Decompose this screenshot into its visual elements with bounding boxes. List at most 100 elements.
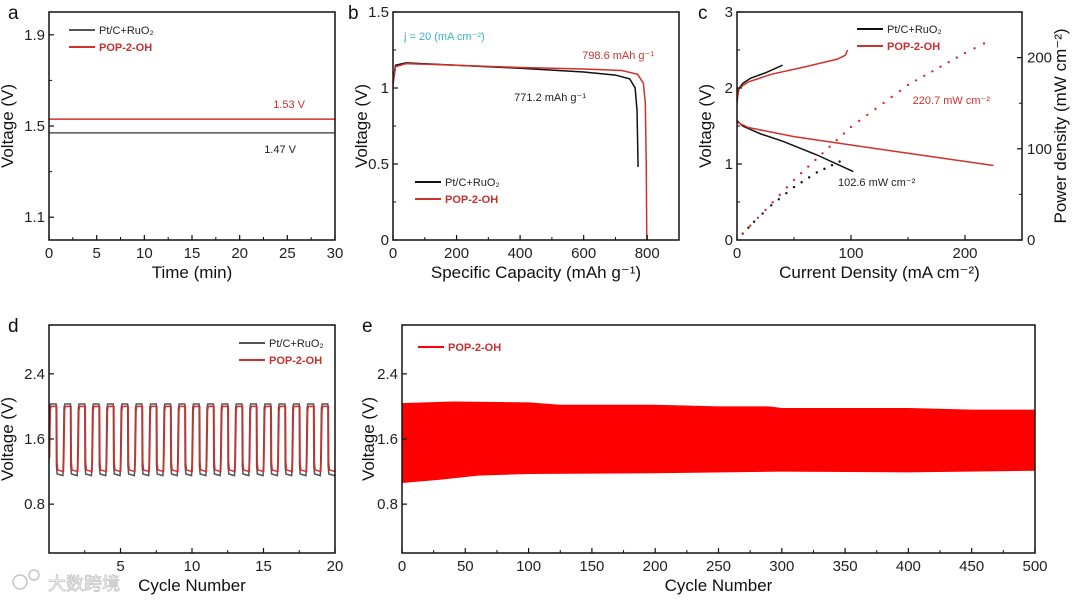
power-dot bbox=[955, 56, 959, 59]
power-dot bbox=[963, 51, 967, 55]
annotation: 220.7 mW cm⁻² bbox=[913, 95, 991, 107]
x-tick-label: 5 bbox=[116, 558, 124, 575]
x-tick-label: 15 bbox=[255, 558, 272, 575]
power-dot bbox=[882, 101, 885, 105]
y-axis-title: Voltage (V) bbox=[359, 397, 378, 481]
x-tick-label: 100 bbox=[516, 558, 541, 575]
plot-area bbox=[49, 118, 335, 134]
y-tick-label: 1.1 bbox=[24, 209, 45, 226]
power-dot bbox=[842, 132, 846, 135]
series-line-pop-2-oh bbox=[393, 62, 648, 240]
y-tick-label: 2 bbox=[725, 80, 733, 97]
y-tick-label: 2.4 bbox=[24, 366, 45, 383]
power-dot bbox=[931, 70, 934, 73]
legend-label: POP-2-OH bbox=[99, 42, 152, 54]
x-tick-label: 5 bbox=[92, 245, 100, 262]
y-axis-title: Voltage (V) bbox=[696, 84, 715, 168]
power-dot bbox=[835, 138, 838, 142]
power-dot bbox=[828, 145, 831, 148]
panel-letter: d bbox=[8, 316, 19, 337]
annotation: 102.6 mW cm⁻² bbox=[838, 177, 916, 189]
x-tick-label: 400 bbox=[508, 245, 533, 262]
x-tick-label: 100 bbox=[838, 245, 863, 262]
x-tick-label: 450 bbox=[959, 558, 984, 575]
power-dot bbox=[741, 232, 744, 235]
panel-letter: b bbox=[348, 3, 359, 24]
power-dot bbox=[821, 152, 824, 155]
power-dot bbox=[838, 160, 841, 163]
x-tick-label: 15 bbox=[184, 245, 201, 262]
x-axis-title: Time (min) bbox=[152, 263, 233, 282]
annotation: 771.2 mAh g⁻¹ bbox=[514, 92, 586, 104]
power-dot bbox=[808, 176, 811, 179]
watermark-logo-icon bbox=[28, 569, 40, 581]
y-tick-label: 1.6 bbox=[377, 431, 398, 448]
x-tick-label: 25 bbox=[279, 245, 296, 262]
x-axis-title: Specific Capacity (mAh g⁻¹) bbox=[431, 263, 641, 282]
annotation: 1.47 V bbox=[264, 144, 296, 156]
plot-area bbox=[49, 403, 335, 477]
series-band-pop-2-oh bbox=[402, 401, 1035, 483]
power-dot bbox=[785, 191, 788, 195]
x-tick-label: 10 bbox=[136, 245, 153, 262]
annotation: 1.53 V bbox=[273, 99, 305, 111]
legend-label: Pt/C+RuO₂ bbox=[99, 25, 154, 37]
power-dot bbox=[906, 83, 910, 87]
panel-a: a 0 5 10 15 20 25 30 1.1 1.5 1.9 Time (min) Voltage … bbox=[0, 3, 343, 282]
power-dot bbox=[756, 216, 760, 220]
y-tick-label: 0 bbox=[381, 232, 389, 249]
power-dot bbox=[982, 42, 986, 45]
panel-e: e 0 50 100 150 200 250 300 350 400 450 500 0.8 1.6 2.4… bbox=[359, 316, 1048, 595]
plot-area bbox=[737, 42, 994, 235]
power-dot bbox=[923, 74, 926, 78]
power-dot bbox=[785, 186, 789, 189]
series-line-pop-2-oh bbox=[737, 49, 849, 100]
y2-tick-label: 0 bbox=[1027, 232, 1035, 249]
y-tick-label: 0.8 bbox=[24, 496, 45, 513]
power-dot bbox=[777, 198, 780, 201]
x-tick-label: 0 bbox=[389, 245, 397, 262]
x-tick-label: 0 bbox=[398, 558, 406, 575]
power-dot bbox=[749, 224, 752, 227]
legend-label: POP-2-OH bbox=[448, 342, 501, 354]
power-dot bbox=[792, 178, 796, 182]
x-tick-label: 500 bbox=[1022, 558, 1047, 575]
panel-d: d 5 10 15 20 0.8 1.6 2.4 Cycle Number Voltage (V)… bbox=[0, 316, 343, 595]
panel-letter: c bbox=[698, 3, 708, 24]
x-axis-title: Current Density (mA cm⁻²) bbox=[779, 263, 980, 282]
series-line-pt-c-ruo- bbox=[393, 62, 639, 168]
x-axis-title: Cycle Number bbox=[665, 576, 773, 595]
panel-letter: e bbox=[362, 316, 373, 337]
y-tick-label: 1.9 bbox=[24, 27, 45, 44]
power-dot bbox=[857, 119, 861, 123]
x-tick-label: 400 bbox=[896, 558, 921, 575]
x-tick-label: 800 bbox=[635, 245, 660, 262]
power-dot bbox=[874, 107, 877, 111]
panel-b: b 0 200 400 600 800 0 0.5 1 1.5 Specific Capacity … bbox=[348, 3, 680, 282]
x-tick-label: 0 bbox=[45, 245, 53, 262]
power-dot bbox=[799, 171, 803, 175]
x-tick-label: 350 bbox=[833, 558, 858, 575]
legend-label: Pt/C+RuO₂ bbox=[269, 338, 324, 350]
x-tick-label: 20 bbox=[327, 558, 344, 575]
y-tick-label: 0.5 bbox=[368, 156, 389, 173]
legend-label: POP-2-OH bbox=[269, 355, 322, 367]
power-dot bbox=[747, 226, 750, 229]
power-dot bbox=[973, 47, 976, 50]
power-dot bbox=[761, 212, 764, 215]
x-tick-label: 0 bbox=[733, 245, 741, 262]
legend-label: Pt/C+RuO₂ bbox=[445, 177, 500, 189]
y-tick-label: 1.5 bbox=[24, 118, 45, 135]
power-dot bbox=[807, 165, 810, 168]
power-dot bbox=[764, 208, 767, 212]
y-tick-label: 1.5 bbox=[368, 4, 389, 21]
power-dot bbox=[800, 181, 803, 184]
plot-area bbox=[402, 401, 1035, 483]
power-dot bbox=[890, 95, 893, 99]
x-tick-label: 150 bbox=[579, 558, 604, 575]
x-tick-label: 200 bbox=[643, 558, 668, 575]
plot-area bbox=[393, 62, 648, 240]
panel-letter: a bbox=[8, 3, 19, 24]
